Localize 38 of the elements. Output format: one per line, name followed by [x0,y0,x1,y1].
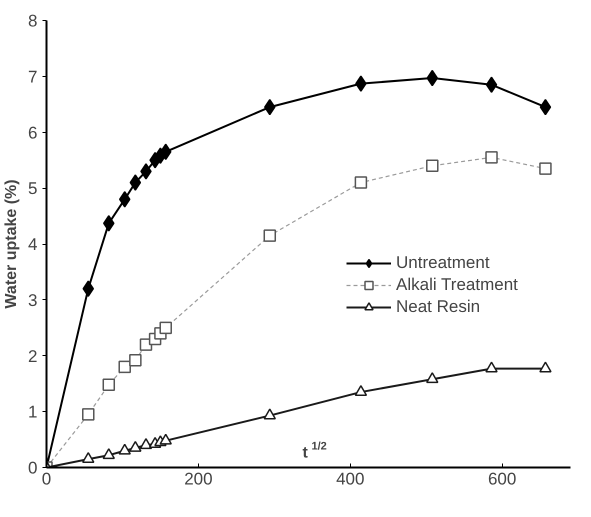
x-tick-label: 600 [488,470,516,488]
point [118,444,131,455]
point [130,174,142,191]
point [426,372,439,384]
point [354,384,368,396]
point [426,70,438,86]
point [540,98,552,116]
y-tick-label: 7 [28,67,38,86]
legend-label: Untreatment [396,253,490,273]
point [539,362,552,373]
point [102,448,116,460]
y-tick-label: 4 [28,235,38,254]
point [118,191,130,208]
legend-label: Neat Resin [396,297,480,317]
x-tick-label: 0 [42,470,52,488]
y-axis-title: Water uptake (%) [3,179,20,309]
point [103,215,115,232]
y-tick-label: 1 [28,402,38,422]
point [160,144,172,160]
point [159,434,172,445]
point [485,362,498,373]
point [355,75,367,92]
y-tick-label: 2 [28,346,38,366]
point [140,438,152,450]
point [264,98,276,116]
point [82,452,95,464]
x-tick-label: 400 [336,470,364,488]
legend-label: Alkali Treatment [396,275,518,295]
point [129,440,142,452]
y-tick-label: 3 [28,290,38,310]
point [264,408,276,420]
x-tick-label: 200 [184,470,213,488]
point [140,163,152,180]
y-tick-label: 6 [28,123,38,142]
point [486,76,498,94]
y-tick-label: 5 [28,179,38,198]
point [82,280,94,297]
y-tick-label: 8 [28,12,38,30]
